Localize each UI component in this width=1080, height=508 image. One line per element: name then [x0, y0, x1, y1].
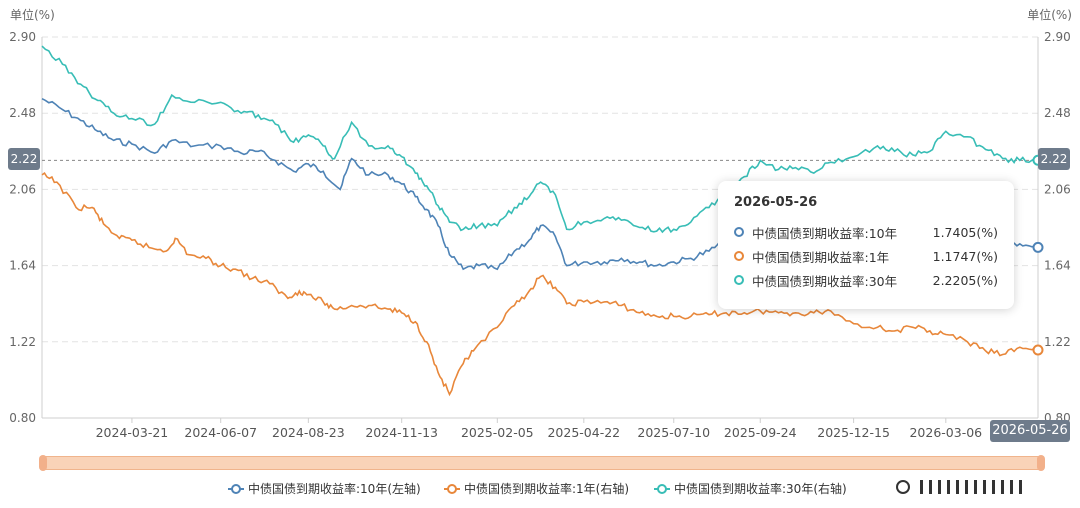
legend-10y-icon: [228, 483, 244, 494]
x-tick-label: 2026-03-06: [909, 425, 982, 440]
x-tick-label: 2025-04-22: [547, 425, 620, 440]
x-tick-label: 2024-08-23: [272, 425, 345, 440]
x-tick-label: 2024-06-07: [184, 425, 257, 440]
series-10y-marker-icon: [734, 227, 744, 237]
legend-item-10y[interactable]: 中债国债到期收益率:10年(左轴): [228, 480, 421, 497]
legend-label: 中债国债到期收益率:1年(右轴): [464, 482, 630, 496]
x-tick-label: 2025-12-15: [817, 425, 890, 440]
data-zoom-slider[interactable]: [39, 455, 1045, 471]
chart-menu-icon[interactable]: [896, 480, 1022, 494]
legend-label: 中债国债到期收益率:30年(右轴): [674, 482, 847, 496]
tooltip-series-name: 中债国债到期收益率:10年: [752, 225, 898, 241]
y-tick-label-right: 1.22: [1044, 335, 1071, 349]
legend-item-30y[interactable]: 中债国债到期收益率:30年(右轴): [654, 480, 847, 497]
x-tick-label: 2025-07-10: [637, 425, 710, 440]
tooltip-row-1y: 中债国债到期收益率:1年 1.1747(%): [734, 244, 998, 268]
y-tick-label-left: 2.48: [9, 106, 36, 120]
x-tick-label: 2025-09-24: [724, 425, 797, 440]
y-tick-label-left: 0.80: [9, 411, 36, 425]
x-tick-label: 2025-02-05: [461, 425, 534, 440]
y-tick-label-left: 2.90: [9, 30, 36, 44]
data-zoom-track[interactable]: [43, 456, 1041, 470]
y-tick-label-left: 1.22: [9, 335, 36, 349]
right-axis-crosshair-label: 2.22: [1038, 148, 1070, 170]
legend-item-1y[interactable]: 中债国债到期收益率:1年(右轴): [444, 480, 629, 497]
tooltip-series-value: 1.1747(%): [932, 248, 998, 264]
tooltip-series-value: 1.7405(%): [932, 224, 998, 240]
x-axis-crosshair-label: 2026-05-26: [990, 420, 1070, 442]
legend-30y-icon: [654, 483, 670, 494]
tooltip-row-30y: 中债国债到期收益率:30年 2.2205(%): [734, 268, 998, 292]
x-tick-label: 2024-03-21: [96, 425, 169, 440]
y-tick-label-left: 2.06: [9, 182, 36, 196]
tooltip-date: 2026-05-26: [734, 195, 818, 210]
tooltip-series-value: 2.2205(%): [932, 272, 998, 288]
series-1y-marker-icon: [734, 251, 744, 261]
chart-tooltip: 2026-05-26 中债国债到期收益率:10年 1.7405(%) 中债国债到…: [718, 181, 1014, 309]
right-axis-unit: 单位(%): [1027, 8, 1072, 22]
chart-legend: 中债国债到期收益率:10年(左轴) 中债国债到期收益率:1年(右轴) 中债国债到…: [0, 480, 1080, 502]
y-tick-label-left: 1.64: [9, 259, 36, 273]
tooltip-series-name: 中债国债到期收益率:30年: [752, 273, 898, 289]
data-zoom-left-handle[interactable]: [39, 455, 47, 471]
y-tick-label-right: 2.90: [1044, 30, 1071, 44]
y-tick-label-right: 1.64: [1044, 259, 1071, 273]
series-30y-marker-icon: [734, 275, 744, 285]
tooltip-row-10y: 中债国债到期收益率:10年 1.7405(%): [734, 220, 998, 244]
series-end-point: [1032, 344, 1044, 356]
series-end-point: [1032, 241, 1044, 253]
series-line: [41, 171, 1039, 397]
x-tick-label: 2024-11-13: [365, 425, 438, 440]
y-tick-label-right: 2.06: [1044, 182, 1071, 196]
left-axis-crosshair-label: 2.22: [8, 148, 40, 170]
y-tick-label-right: 2.48: [1044, 106, 1071, 120]
legend-1y-icon: [444, 483, 460, 494]
tooltip-series-name: 中债国债到期收益率:1年: [752, 249, 890, 265]
left-axis-unit: 单位(%): [10, 8, 55, 22]
series-line: [41, 45, 1039, 234]
legend-label: 中债国债到期收益率:10年(左轴): [248, 482, 421, 496]
data-zoom-right-handle[interactable]: [1037, 455, 1045, 471]
